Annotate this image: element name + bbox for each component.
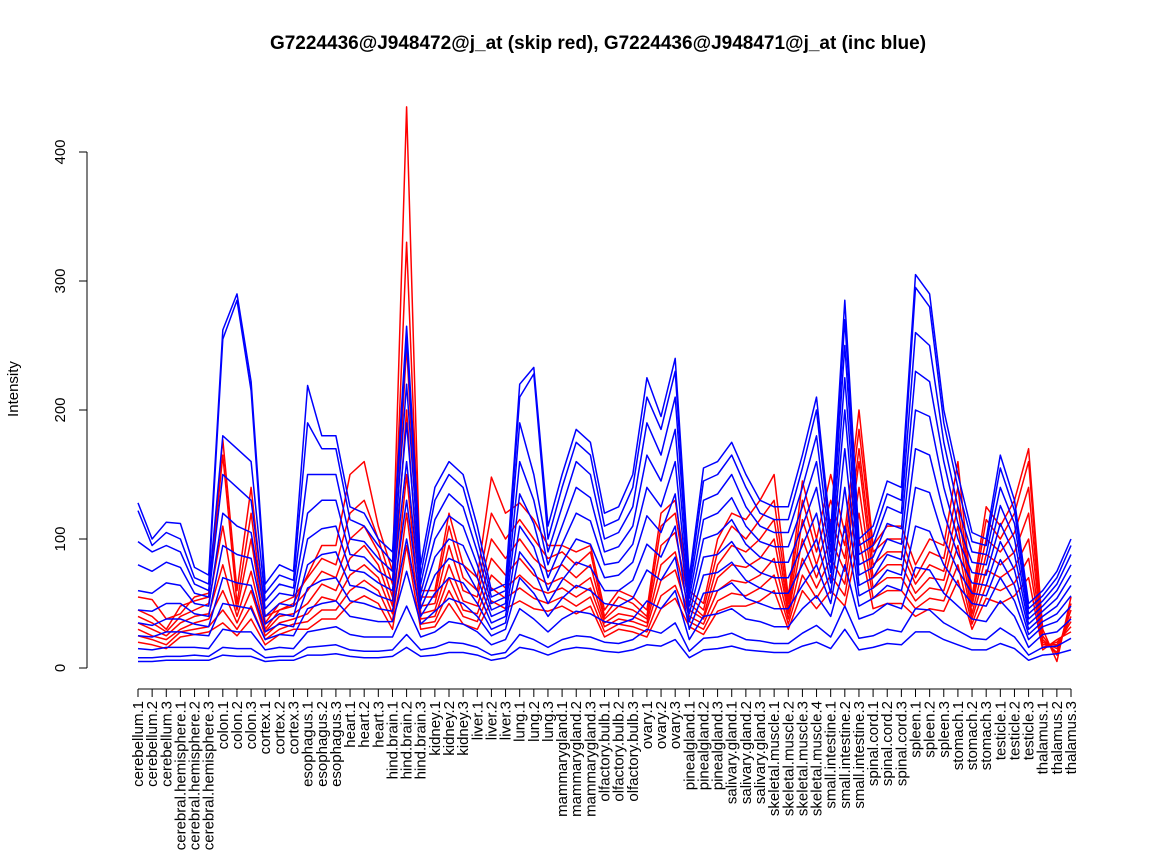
inc-series-line	[137, 370, 1072, 620]
x-tick-label: liver.2	[483, 701, 500, 740]
x-tick-label: kidney.3	[455, 701, 472, 756]
x-tick-label: spleen.3	[936, 701, 953, 758]
y-tick-label: 300	[52, 268, 69, 293]
x-tick-label: colon.1	[215, 701, 232, 749]
x-tick-label: pinealgland.3	[710, 701, 727, 790]
x-tick-label: esophagus.3	[328, 701, 345, 787]
x-tick-label: skeletal.muscle.4	[809, 701, 826, 816]
skip-series-line	[137, 538, 1072, 651]
x-tick-label: salivary.gland.3	[752, 701, 769, 804]
inc-series-line	[137, 273, 1072, 605]
x-tick-label: hind.brain.3	[413, 701, 430, 779]
x-tick-label: heart.3	[370, 701, 387, 748]
x-tick-label: kidney.1	[427, 701, 444, 756]
y-tick-label: 100	[52, 526, 69, 551]
x-tick-label: lung.1	[512, 701, 529, 742]
x-tick-label: esophagus.2	[314, 701, 331, 787]
x-tick-label: thalamus.1	[1035, 701, 1052, 774]
x-tick-label: stomach.3	[978, 701, 995, 770]
y-axis: 0 100 200 300 400	[52, 139, 88, 672]
inc-series-line	[137, 525, 1072, 641]
x-tick-label: cortex.2	[271, 701, 288, 754]
x-tick-label: spinal.cord.2	[879, 701, 896, 786]
x-tick-label: small.intestine.1	[823, 701, 840, 809]
x-tick-label: cerebral.hemisphere.3	[201, 701, 218, 850]
x-tick-label: ovary.1	[639, 701, 656, 749]
x-tick-label: lung.2	[526, 701, 543, 742]
x-tick-label: hind.brain.2	[399, 701, 416, 779]
x-tick-label: cerebral.hemisphere.1	[172, 701, 189, 850]
inc-series-line	[138, 605, 1072, 659]
x-tick-label: cerebral.hemisphere.2	[187, 701, 204, 850]
x-tick-label: pinealgland.2	[695, 701, 712, 790]
x-tick-label: colon.2	[229, 701, 246, 749]
x-tick-label: kidney.2	[441, 701, 458, 756]
inc-series-line	[137, 486, 1072, 636]
inc-series-line	[137, 409, 1072, 625]
x-tick-label: cortex.1	[257, 701, 274, 754]
x-tick-label: mammarygland.2	[568, 701, 585, 817]
x-tick-label: olfactory.bulb.2	[611, 701, 628, 802]
x-tick-label: salivary.gland.2	[738, 701, 755, 804]
x-tick-label: spleen.2	[922, 701, 939, 758]
x-tick-label: cerebellum.3	[158, 701, 175, 787]
x-tick-label: liver.3	[498, 701, 515, 740]
x-tick-label: salivary.gland.1	[724, 701, 741, 804]
x-tick-label: liver.1	[469, 701, 486, 740]
inc-series-line	[137, 447, 1072, 631]
x-tick-label: testicle.1	[992, 701, 1009, 760]
x-tick-label: olfactory.bulb.3	[625, 701, 642, 802]
x-tick-label: lung.3	[540, 701, 557, 742]
x-tick-label: pinealgland.1	[681, 701, 698, 790]
skip-series-line	[137, 473, 1072, 646]
y-tick-label: 0	[52, 664, 69, 672]
y-axis-label: Intensity	[5, 361, 22, 417]
x-tick-label: hind.brain.1	[384, 701, 401, 779]
x-tick-label: skeletal.muscle.3	[794, 701, 811, 816]
x-tick-label: ovary.3	[667, 701, 684, 749]
y-tick-label: 400	[52, 139, 69, 164]
x-tick-label: colon.3	[243, 701, 260, 749]
x-tick-label: skeletal.muscle.2	[780, 701, 797, 816]
y-tick-label: 200	[52, 397, 69, 422]
x-tick-label: small.intestine.2	[837, 701, 854, 809]
x-axis: cerebellum.1cerebellum.2cerebellum.3cere…	[130, 688, 1080, 850]
inc-series-line	[137, 331, 1072, 615]
x-tick-label: spleen.1	[908, 701, 925, 758]
inc-series-line	[137, 286, 1072, 610]
x-tick-label: skeletal.muscle.1	[766, 701, 783, 816]
x-tick-label: testicle.2	[1006, 701, 1023, 760]
inc-series-line	[138, 628, 1072, 663]
x-tick-label: spinal.cord.1	[865, 701, 882, 786]
x-tick-label: ovary.2	[653, 701, 670, 749]
x-tick-label: cerebellum.2	[144, 701, 161, 787]
x-tick-label: thalamus.2	[1049, 701, 1066, 774]
x-tick-label: cerebellum.1	[130, 701, 147, 787]
x-tick-label: esophagus.1	[300, 701, 317, 787]
x-tick-label: stomach.2	[964, 701, 981, 770]
x-tick-label: cortex.3	[286, 701, 303, 754]
x-tick-label: thalamus.3	[1063, 701, 1080, 774]
series-layer	[137, 106, 1072, 663]
x-tick-label: mammarygland.3	[582, 701, 599, 817]
x-tick-label: olfactory.bulb.1	[597, 701, 614, 802]
inc-series-line	[137, 564, 1072, 651]
x-tick-label: small.intestine.3	[851, 701, 868, 809]
x-tick-label: testicle.3	[1021, 701, 1038, 760]
x-tick-label: heart.1	[342, 701, 359, 748]
x-tick-label: mammarygland.1	[554, 701, 571, 817]
chart-title: G7224436@J948472@j_at (skip red), G72244…	[270, 33, 926, 54]
x-tick-label: heart.2	[356, 701, 373, 748]
x-tick-label: stomach.1	[950, 701, 967, 770]
x-tick-label: spinal.cord.3	[893, 701, 910, 786]
